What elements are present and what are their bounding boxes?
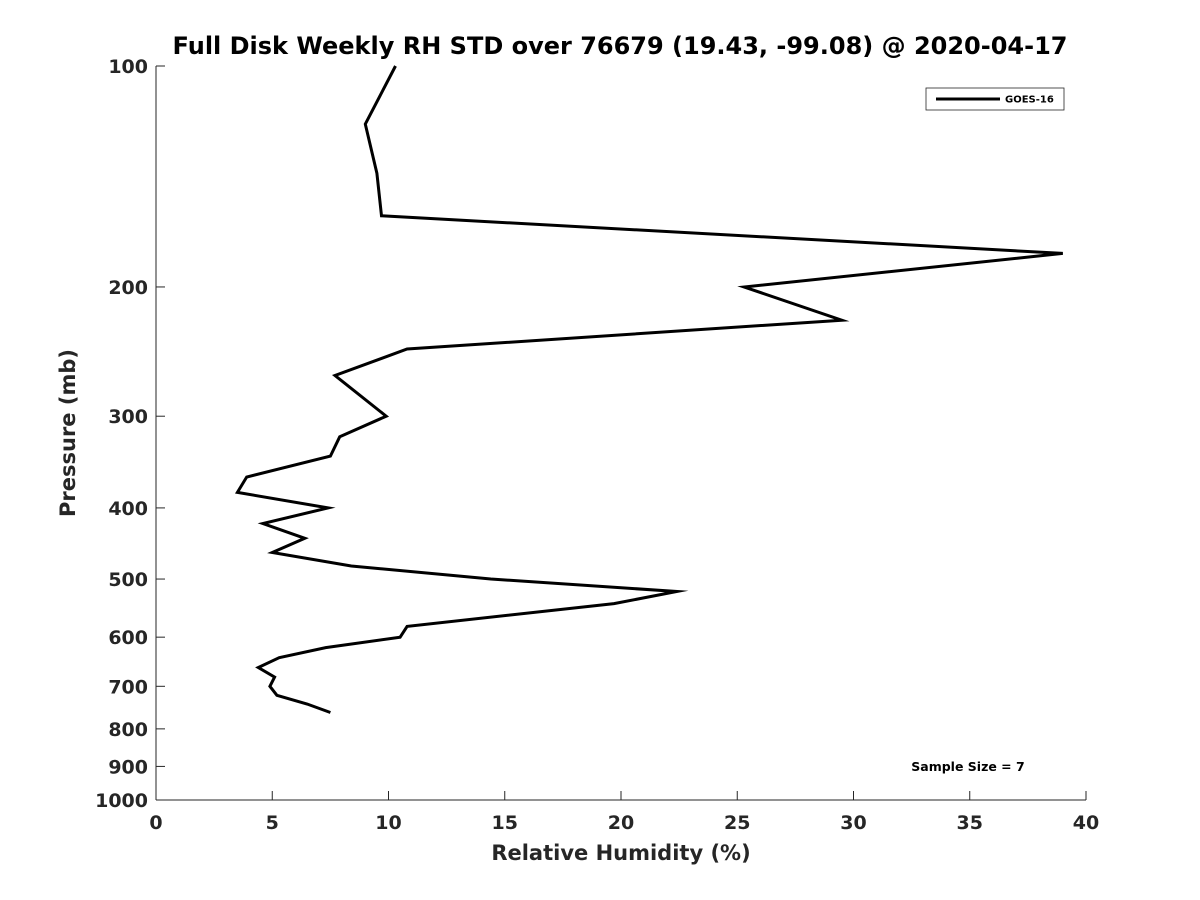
y-tick-label: 200 [108, 277, 148, 299]
x-tick-label: 5 [266, 812, 279, 834]
x-ticks: 0 5 10 15 20 25 30 35 40 [149, 791, 1099, 834]
chart-title: Full Disk Weekly RH STD over 76679 (19.4… [173, 32, 1068, 60]
x-tick-label: 40 [1073, 812, 1099, 834]
y-tick-label: 500 [108, 569, 148, 591]
x-tick-label: 25 [724, 812, 750, 834]
y-tick-label: 1000 [95, 790, 148, 812]
axes [155, 66, 1086, 801]
series-line-1 [234, 65, 1063, 714]
x-tick-label: 35 [957, 812, 983, 834]
y-tick-label: 600 [108, 627, 148, 649]
y-tick-label: 700 [108, 676, 148, 698]
x-tick-label: 15 [492, 812, 518, 834]
x-tick-label: 30 [840, 812, 866, 834]
legend-label: GOES-16 [1005, 95, 1054, 106]
sample-size-annotation: Sample Size = 7 [911, 759, 1024, 774]
y-tick-label: 100 [108, 56, 148, 78]
series-group [234, 65, 1063, 714]
x-tick-label: 10 [375, 812, 401, 834]
y-tick-label: 800 [108, 719, 148, 741]
x-tick-label: 0 [149, 812, 162, 834]
legend: GOES-16 [925, 87, 1065, 111]
y-tick-label: 300 [108, 406, 148, 428]
y-axis-label: Pressure (mb) [56, 349, 80, 517]
x-tick-label: 20 [608, 812, 634, 834]
y-ticks: 100 200 300 400 500 600 700 800 900 1000 [95, 56, 165, 812]
y-tick-label: 900 [108, 756, 148, 778]
x-axis-label: Relative Humidity (%) [491, 841, 750, 865]
y-tick-label: 400 [108, 498, 148, 520]
